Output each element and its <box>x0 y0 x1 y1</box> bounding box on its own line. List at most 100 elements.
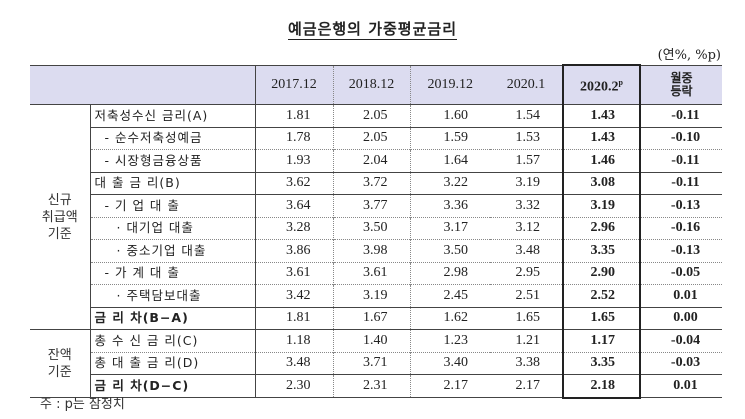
cell: 2.95 <box>490 261 563 285</box>
cell: -0.11 <box>640 104 722 127</box>
cell: 1.54 <box>490 104 563 127</box>
cell: 2.17 <box>409 374 490 398</box>
cell: 3.38 <box>490 351 563 375</box>
table-row: - 기 업 대 출 3.64 3.77 3.36 3.32 3.19 -0.13 <box>30 194 722 217</box>
table-row: - 시장형금융상품 1.93 2.04 1.64 1.57 1.46 -0.11 <box>30 149 722 172</box>
row-label: 총 수 신 금 리(C) <box>89 329 255 352</box>
table-row: · 주택담보대출 3.42 3.19 2.45 2.51 2.52 0.01 <box>30 284 722 307</box>
table-title: 예금은행의 가중평균금리 <box>287 20 458 40</box>
cell: 3.12 <box>490 216 563 240</box>
footnote: 주 : p는 잠정치 <box>40 397 125 412</box>
cell: -0.11 <box>640 149 722 172</box>
col-header-2019-12: 2019.12 <box>409 64 490 105</box>
col-header-monthly-change: 월중 등락 <box>640 64 722 105</box>
category-outstanding-balance: 잔액 기준 <box>30 329 90 398</box>
cell: 1.67 <box>332 306 410 330</box>
row-label: 금 리 차(B−A) <box>89 306 255 330</box>
cell: 3.19 <box>490 171 563 195</box>
cell: 3.48 <box>254 351 333 375</box>
table-row: 금 리 차(B−A) 1.81 1.67 1.62 1.65 1.65 0.00 <box>30 306 722 330</box>
cell: 1.23 <box>409 329 490 352</box>
cell: 3.32 <box>490 194 563 217</box>
cell: 3.72 <box>332 171 410 195</box>
table-row: 신규 취급액 기준 저축성수신 금리(A) 1.81 2.05 1.60 1.54 … <box>30 104 722 330</box>
cell: 3.77 <box>332 194 410 217</box>
unit-label: (연%, %p) <box>657 48 721 63</box>
cell: 3.19 <box>332 284 410 307</box>
cell: 3.71 <box>332 351 410 375</box>
cell: 1.93 <box>254 149 333 172</box>
cell: 3.36 <box>409 194 490 217</box>
cell: 3.35 <box>562 351 641 375</box>
row-label: - 기 업 대 출 <box>89 194 255 217</box>
cell: 1.81 <box>254 104 333 127</box>
cell: 3.22 <box>409 171 490 195</box>
cell: 1.64 <box>409 149 490 172</box>
row-label: · 주택담보대출 <box>89 284 255 307</box>
col-header-2018-12: 2018.12 <box>332 64 410 105</box>
row-label: - 시장형금융상품 <box>89 149 255 172</box>
row-label: - 순수저축성예금 <box>89 126 255 150</box>
cell: 3.61 <box>332 261 410 285</box>
col-header-2020-2: 2020.2p <box>562 64 641 105</box>
cell: -0.03 <box>640 351 722 375</box>
cell: 3.48 <box>490 239 563 262</box>
cell: 2.90 <box>562 261 641 285</box>
cell: 3.42 <box>254 284 333 307</box>
cell: 2.98 <box>409 261 490 285</box>
cell: -0.05 <box>640 261 722 285</box>
cell: 2.04 <box>332 149 410 172</box>
category-new-issuance: 신규 취급액 기준 <box>30 104 90 330</box>
col-header-2017-12: 2017.12 <box>254 64 333 105</box>
cell: 1.53 <box>490 126 563 150</box>
cell: 1.17 <box>562 329 641 352</box>
cell: -0.10 <box>640 126 722 150</box>
cell: 2.52 <box>562 284 641 307</box>
row-label: 저축성수신 금리(A) <box>89 104 255 127</box>
cell: 2.05 <box>332 104 410 127</box>
table-row: 대 출 금 리(B) 3.62 3.72 3.22 3.19 3.08 -0.1… <box>30 171 722 195</box>
cell: -0.16 <box>640 216 722 240</box>
cell: 1.43 <box>562 126 641 150</box>
cell: 1.65 <box>490 306 563 330</box>
header-row: 2017.12 2018.12 2019.12 2020.1 2020.2p 월… <box>30 64 722 105</box>
header-blank <box>30 64 255 105</box>
cell: 2.51 <box>490 284 563 307</box>
cell: -0.04 <box>640 329 722 352</box>
cell: 3.40 <box>409 351 490 375</box>
cell: 2.31 <box>332 374 410 398</box>
cell: 2.30 <box>254 374 333 398</box>
cell: 1.43 <box>562 104 641 127</box>
cell: 3.62 <box>254 171 333 195</box>
cell: 1.59 <box>409 126 490 150</box>
cell: 3.50 <box>409 239 490 262</box>
cell: 3.19 <box>562 194 641 217</box>
cell: 1.21 <box>490 329 563 352</box>
cell: 1.81 <box>254 306 333 330</box>
cell: 3.28 <box>254 216 333 240</box>
cell: 1.46 <box>562 149 641 172</box>
cell: 2.05 <box>332 126 410 150</box>
row-label: 대 출 금 리(B) <box>89 171 255 195</box>
cell: 1.65 <box>562 306 641 330</box>
table-row: 잔액 기준 총 수 신 금 리(C) 1.18 1.40 1.23 1.21 1.… <box>30 329 722 398</box>
cell: 1.57 <box>490 149 563 172</box>
row-label: · 중소기업 대출 <box>89 239 255 262</box>
cell: 1.18 <box>254 329 333 352</box>
cell: 0.00 <box>640 306 722 330</box>
table-row: 금 리 차(D−C) 2.30 2.31 2.17 2.17 2.18 0.01 <box>30 374 722 399</box>
cell: 3.64 <box>254 194 333 217</box>
cell: 2.18 <box>562 374 641 399</box>
row-label: 총 대 출 금 리(D) <box>89 351 255 375</box>
table-row: - 순수저축성예금 1.78 2.05 1.59 1.53 1.43 -0.10 <box>30 126 722 150</box>
cell: 3.98 <box>332 239 410 262</box>
cell: 1.78 <box>254 126 333 150</box>
cell: 3.86 <box>254 239 333 262</box>
cell: 3.35 <box>562 239 641 262</box>
cell: 3.50 <box>332 216 410 240</box>
row-label: 금 리 차(D−C) <box>89 374 255 398</box>
cell: -0.11 <box>640 171 722 195</box>
row-label: - 가 계 대 출 <box>89 261 255 285</box>
cell: 2.45 <box>409 284 490 307</box>
cell: 0.01 <box>640 284 722 307</box>
